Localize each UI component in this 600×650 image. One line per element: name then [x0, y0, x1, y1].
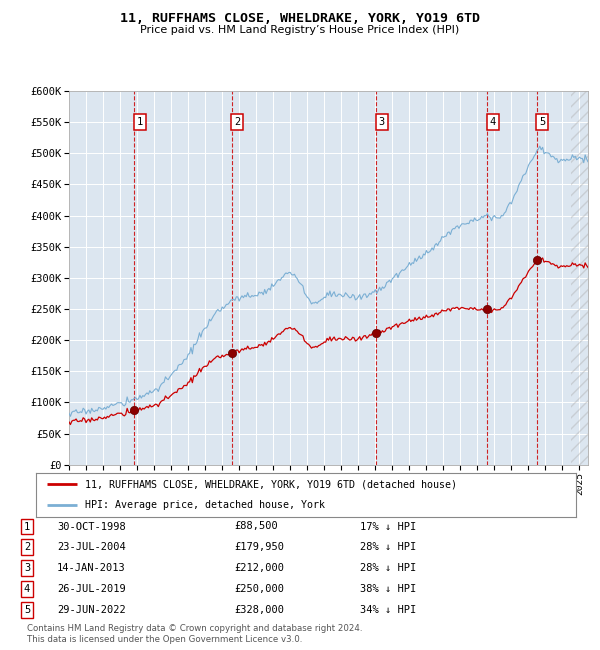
Text: Price paid vs. HM Land Registry’s House Price Index (HPI): Price paid vs. HM Land Registry’s House … [140, 25, 460, 34]
Text: 4: 4 [24, 584, 30, 594]
Text: 5: 5 [539, 117, 545, 127]
Text: £179,950: £179,950 [234, 542, 284, 552]
Text: Contains HM Land Registry data © Crown copyright and database right 2024.
This d: Contains HM Land Registry data © Crown c… [27, 624, 362, 644]
Text: 29-JUN-2022: 29-JUN-2022 [57, 604, 126, 615]
Text: 28% ↓ HPI: 28% ↓ HPI [360, 563, 416, 573]
Text: 1: 1 [24, 521, 30, 532]
Text: £88,500: £88,500 [234, 521, 278, 532]
Text: £328,000: £328,000 [234, 604, 284, 615]
Text: 28% ↓ HPI: 28% ↓ HPI [360, 542, 416, 552]
Text: 23-JUL-2004: 23-JUL-2004 [57, 542, 126, 552]
Text: 38% ↓ HPI: 38% ↓ HPI [360, 584, 416, 594]
Text: 3: 3 [379, 117, 385, 127]
Text: HPI: Average price, detached house, York: HPI: Average price, detached house, York [85, 500, 325, 510]
Text: 17% ↓ HPI: 17% ↓ HPI [360, 521, 416, 532]
Text: 1: 1 [137, 117, 143, 127]
Text: 3: 3 [24, 563, 30, 573]
Text: 34% ↓ HPI: 34% ↓ HPI [360, 604, 416, 615]
Text: 2: 2 [24, 542, 30, 552]
Text: 26-JUL-2019: 26-JUL-2019 [57, 584, 126, 594]
Text: 2: 2 [234, 117, 241, 127]
Text: 30-OCT-1998: 30-OCT-1998 [57, 521, 126, 532]
Text: 14-JAN-2013: 14-JAN-2013 [57, 563, 126, 573]
Text: 4: 4 [490, 117, 496, 127]
Text: £250,000: £250,000 [234, 584, 284, 594]
Text: 11, RUFFHAMS CLOSE, WHELDRAKE, YORK, YO19 6TD: 11, RUFFHAMS CLOSE, WHELDRAKE, YORK, YO1… [120, 12, 480, 25]
Text: £212,000: £212,000 [234, 563, 284, 573]
Text: 11, RUFFHAMS CLOSE, WHELDRAKE, YORK, YO19 6TD (detached house): 11, RUFFHAMS CLOSE, WHELDRAKE, YORK, YO1… [85, 480, 457, 489]
Text: 5: 5 [24, 604, 30, 615]
